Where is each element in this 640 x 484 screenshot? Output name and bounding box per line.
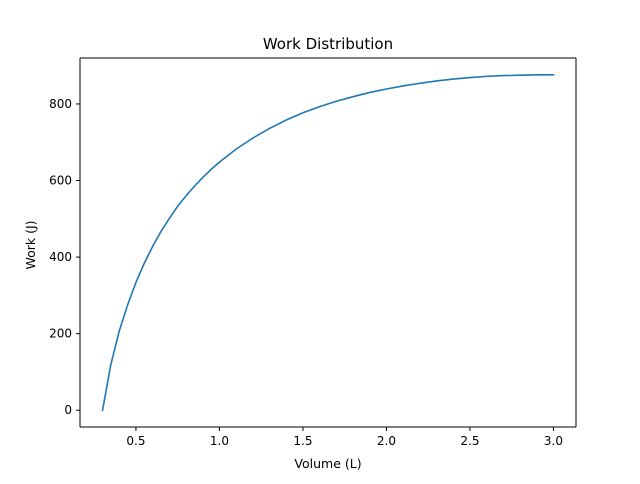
x-tick-label: 1.5 — [293, 434, 312, 448]
x-tick-label: 2.5 — [460, 434, 479, 448]
x-tick-label: 0.5 — [126, 434, 145, 448]
x-tick-label: 1.0 — [210, 434, 229, 448]
y-tick-label: 0 — [64, 403, 72, 417]
y-axis-label: Work (J) — [23, 220, 38, 269]
series-line-0 — [101, 74, 555, 412]
x-tick-label: 2.0 — [377, 434, 396, 448]
y-tick-label: 600 — [49, 174, 72, 188]
chart-title: Work Distribution — [263, 35, 393, 53]
y-tick-label: 200 — [49, 327, 72, 341]
x-axis-label: Volume (L) — [294, 456, 361, 471]
y-tick-label: 800 — [49, 97, 72, 111]
plot-area: 0.5 1.0 1.5 2.0 2.5 3.0 0 200 400 600 800 — [49, 57, 577, 448]
x-tick-label: 3.0 — [544, 434, 563, 448]
y-tick-label: 400 — [49, 250, 72, 264]
